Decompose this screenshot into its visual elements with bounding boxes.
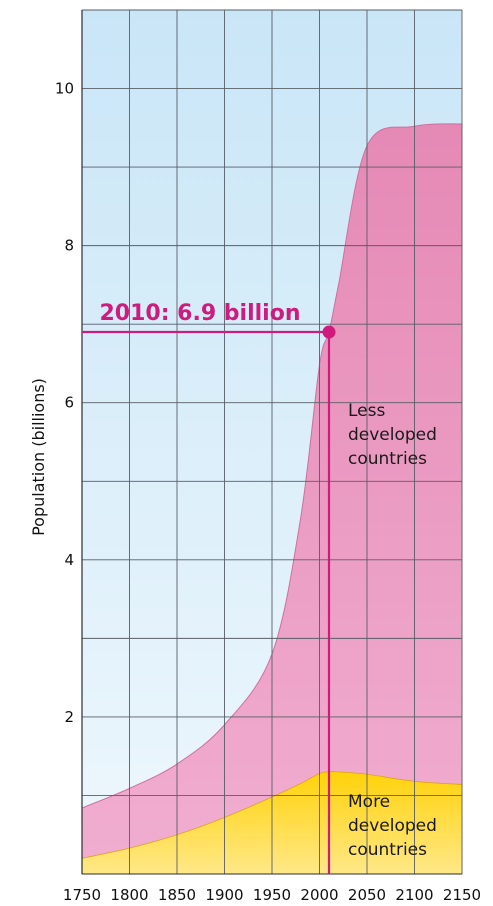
x-tick-label: 1950	[253, 886, 291, 904]
x-tick-label: 1900	[205, 886, 243, 904]
y-tick-label: 10	[55, 80, 74, 98]
y-axis-label: Population (billions)	[29, 378, 48, 536]
y-tick-label: 6	[64, 394, 74, 412]
grid-lines	[81, 9, 463, 874]
y-tick-label: 8	[64, 237, 74, 255]
label-less-developed: Less developed countries	[348, 401, 437, 469]
x-axis-ticks: 1750 1800 1850 1900 1950 2000 2050 2100 2150	[63, 886, 481, 904]
annotation-point	[322, 325, 336, 339]
x-tick-label: 1850	[158, 886, 196, 904]
x-tick-label: 2000	[300, 886, 338, 904]
label-more-developed: More developed countries	[348, 792, 437, 860]
x-tick-label: 2050	[348, 886, 386, 904]
y-tick-label: 4	[64, 551, 74, 569]
annotation-label: 2010: 6.9 billion	[99, 301, 300, 326]
x-tick-label: 1750	[63, 886, 101, 904]
y-axis-ticks: 2 4 6 8 10	[55, 80, 74, 726]
x-tick-label: 2150	[443, 886, 481, 904]
x-tick-label: 2100	[395, 886, 433, 904]
x-tick-label: 1800	[110, 886, 148, 904]
y-tick-label: 2	[64, 708, 74, 726]
